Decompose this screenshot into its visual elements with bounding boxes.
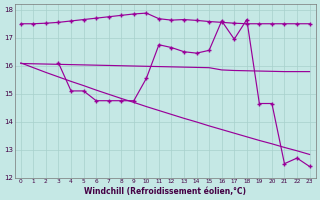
X-axis label: Windchill (Refroidissement éolien,°C): Windchill (Refroidissement éolien,°C) xyxy=(84,187,246,196)
